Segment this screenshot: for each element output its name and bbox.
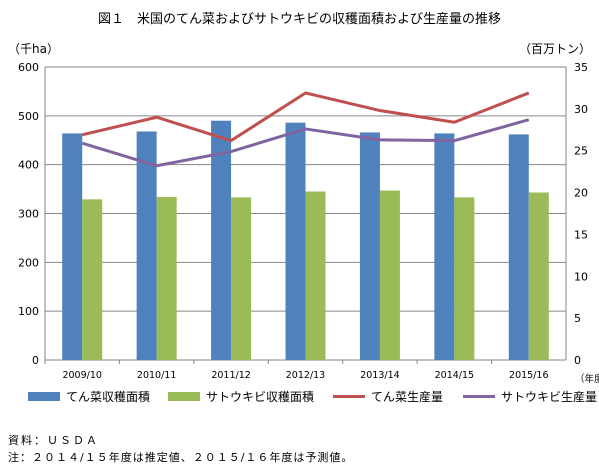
bar bbox=[379, 190, 400, 360]
y-tick-label-left: 600 bbox=[18, 61, 39, 74]
legend-label-sugarbeet-area: てん菜収穫面積 bbox=[66, 390, 151, 404]
bar bbox=[62, 133, 83, 360]
x-tick-label: 2012/13 bbox=[286, 370, 325, 381]
bar bbox=[434, 133, 455, 360]
left-axis-unit: （千ha） bbox=[8, 42, 59, 56]
y-tick-label-right: 15 bbox=[574, 228, 588, 241]
legend-label-sugarcane-area: サトウキビ収穫面積 bbox=[206, 390, 315, 404]
legend-swatch-sugarcane-production bbox=[463, 395, 495, 398]
bar bbox=[211, 120, 232, 360]
bar bbox=[136, 131, 157, 360]
y-tick-label-right: 10 bbox=[574, 270, 588, 283]
y-tick-label-left: 400 bbox=[18, 159, 39, 172]
bar bbox=[231, 197, 252, 360]
bar bbox=[454, 197, 475, 360]
y-tick-label-left: 500 bbox=[18, 110, 39, 123]
bar bbox=[305, 191, 326, 360]
legend: てん菜収穫面積 サトウキビ収穫面積 てん菜生産量 サトウキビ生産量 bbox=[28, 388, 597, 408]
y-tick-label-right: 30 bbox=[574, 103, 588, 116]
x-tick-label: 2014/15 bbox=[435, 370, 474, 381]
footnote: 注：２０１４/１５年度は推定値、２０１５/１６年度は予測値。 bbox=[8, 451, 354, 464]
y-tick-label-left: 300 bbox=[18, 208, 39, 221]
legend-item-sugarcane-production: サトウキビ生産量 bbox=[463, 388, 597, 405]
x-tick-label: 2015/16 bbox=[509, 370, 548, 381]
bar bbox=[359, 132, 380, 360]
legend-item-sugarbeet-area: てん菜収穫面積 bbox=[28, 388, 150, 405]
legend-item-sugarbeet-production: てん菜生産量 bbox=[333, 388, 443, 405]
y-tick-label-left: 0 bbox=[32, 354, 39, 367]
y-tick-label-right: 5 bbox=[574, 312, 581, 325]
x-tick-label: 2009/10 bbox=[62, 370, 101, 381]
bar bbox=[508, 134, 529, 360]
legend-item-sugarcane-area: サトウキビ収穫面積 bbox=[168, 388, 314, 405]
legend-swatch-sugarcane-area bbox=[168, 392, 200, 401]
y-tick-label-left: 100 bbox=[18, 305, 39, 318]
legend-swatch-sugarbeet-area bbox=[28, 392, 60, 401]
y-tick-label-left: 200 bbox=[18, 256, 39, 269]
legend-label-sugarcane-production: サトウキビ生産量 bbox=[501, 390, 598, 404]
y-tick-label-right: 20 bbox=[574, 187, 588, 200]
bar bbox=[528, 192, 549, 360]
bar bbox=[82, 199, 103, 360]
right-axis-unit: （百万トン） bbox=[518, 42, 591, 56]
series-line bbox=[81, 118, 530, 168]
bar bbox=[285, 122, 306, 360]
source-note: 資料：ＵＳＤＡ bbox=[8, 434, 99, 447]
x-tick-label: 2011/12 bbox=[211, 370, 250, 381]
y-tick-label-right: 0 bbox=[574, 354, 581, 367]
x-tick-label: 2010/11 bbox=[137, 370, 176, 381]
y-tick-label-right: 25 bbox=[574, 145, 588, 158]
legend-swatch-sugarbeet-production bbox=[333, 395, 365, 398]
bar bbox=[156, 196, 177, 360]
x-tick-label: 2013/14 bbox=[360, 370, 399, 381]
y-tick-label-right: 35 bbox=[574, 61, 588, 74]
legend-label-sugarbeet-production: てん菜生産量 bbox=[371, 390, 444, 404]
series-line bbox=[81, 91, 530, 143]
x-axis-label: （年度） bbox=[575, 373, 599, 385]
chart-title: 図１ 米国のてん菜およびサトウキビの収穫面積および生産量の推移 bbox=[97, 12, 501, 27]
